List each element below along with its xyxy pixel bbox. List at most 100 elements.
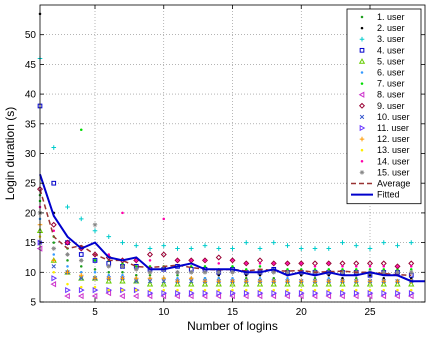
data-point (216, 270, 222, 275)
data-point (160, 251, 167, 258)
data-point (50, 281, 57, 288)
legend-item: 15. user (359, 167, 410, 177)
data-point (134, 259, 138, 262)
data-point (272, 288, 276, 292)
data-point (244, 288, 248, 292)
data-point (408, 240, 414, 245)
y-tick-label: 20 (25, 208, 37, 219)
data-point (298, 246, 304, 251)
data-point (382, 276, 386, 280)
data-point (409, 288, 413, 292)
data-point (175, 270, 180, 275)
legend-label: 5. user (377, 56, 405, 66)
data-point (230, 278, 235, 284)
legend-marker (358, 58, 366, 64)
data-point (340, 270, 345, 275)
data-point (148, 259, 152, 262)
data-point (120, 240, 125, 245)
data-point (311, 260, 319, 267)
data-point (78, 252, 84, 257)
y-tick-label: 25 (25, 179, 37, 190)
data-point (203, 265, 207, 268)
data-point (66, 259, 69, 262)
data-point (51, 258, 57, 263)
data-point (381, 270, 387, 275)
data-point (340, 240, 345, 245)
data-point (176, 276, 179, 280)
data-point (284, 280, 291, 287)
data-point (93, 268, 97, 271)
data-point (134, 288, 138, 292)
legend-label: 12. user (377, 134, 410, 144)
legend-label: 15. user (377, 167, 410, 177)
data-point (175, 278, 180, 284)
data-point (217, 288, 221, 292)
legend-item: 3. user (359, 34, 405, 44)
data-point (326, 289, 333, 297)
data-point (354, 268, 358, 271)
legend-label: 6. user (377, 68, 405, 78)
data-point (382, 288, 386, 292)
legend-label: 1. user (377, 12, 405, 22)
data-point (230, 270, 235, 275)
data-point (313, 265, 317, 268)
data-point (381, 289, 388, 297)
legend-marker (360, 148, 364, 152)
legend-box (346, 8, 422, 205)
data-point (51, 180, 57, 186)
data-point (216, 278, 222, 284)
data-point (258, 265, 262, 268)
legend-item: 14. user (360, 156, 410, 166)
data-point (396, 288, 399, 292)
data-point (382, 265, 386, 268)
data-point (256, 257, 264, 264)
data-point (271, 278, 277, 284)
data-point (202, 289, 209, 297)
data-point (188, 270, 194, 275)
data-point (162, 288, 166, 292)
data-point (270, 280, 277, 287)
data-point (243, 260, 250, 267)
data-point (66, 241, 69, 244)
data-point (202, 243, 208, 248)
data-point (216, 246, 222, 251)
data-point (368, 268, 372, 271)
data-point (121, 271, 124, 274)
data-point (52, 241, 56, 244)
legend-label: 7. user (377, 79, 405, 89)
data-point (161, 289, 168, 297)
data-point (271, 270, 277, 275)
y-tick-label: 40 (25, 90, 37, 101)
data-point (353, 280, 360, 287)
data-point (189, 259, 193, 262)
data-point (257, 246, 263, 251)
data-point (327, 268, 331, 271)
series-13-user (38, 235, 413, 292)
legend-marker (359, 136, 365, 142)
data-point (106, 264, 112, 269)
legend-item: Average (351, 179, 410, 189)
data-point (66, 265, 69, 268)
data-point (299, 288, 303, 292)
data-point (203, 276, 207, 280)
data-point (272, 276, 276, 280)
y-tick-label: 15 (25, 238, 37, 249)
data-point (121, 211, 124, 215)
data-point (286, 288, 289, 292)
data-point (51, 264, 56, 269)
data-point (298, 289, 305, 297)
legend-marker (360, 26, 364, 30)
data-point (327, 288, 331, 292)
data-point (408, 280, 415, 287)
data-point (243, 280, 250, 287)
y-axis-label: Login duration (s) (3, 107, 17, 200)
data-point (298, 280, 305, 287)
data-point (339, 260, 346, 267)
data-point (77, 292, 84, 300)
data-point (189, 279, 194, 284)
data-point (120, 275, 125, 281)
data-point (231, 265, 234, 268)
data-point (65, 252, 70, 257)
